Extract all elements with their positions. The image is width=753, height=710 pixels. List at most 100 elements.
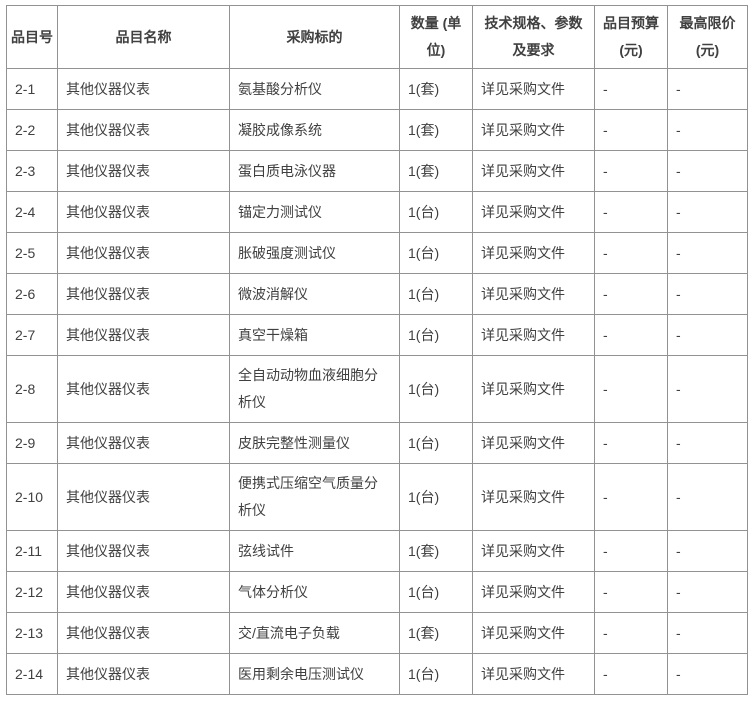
cell-item-name: 其他仪器仪表 <box>57 355 230 423</box>
cell-item-no: 2-11 <box>6 530 58 572</box>
cell-max-price: - <box>667 273 748 315</box>
cell-item-no: 2-2 <box>6 109 58 151</box>
cell-subject: 便携式压缩空气质量分 析仪 <box>229 463 400 531</box>
cell-quantity: 1(台) <box>399 273 473 315</box>
cell-max-price: - <box>667 355 748 423</box>
cell-budget: - <box>594 653 668 695</box>
cell-item-no: 2-6 <box>6 273 58 315</box>
cell-budget: - <box>594 571 668 613</box>
cell-item-no: 2-9 <box>6 422 58 464</box>
cell-item-name: 其他仪器仪表 <box>57 150 230 192</box>
cell-budget: - <box>594 109 668 151</box>
table-row: 2-10 其他仪器仪表 便携式压缩空气质量分 析仪 1(台) 详见采购文件 - … <box>6 463 748 531</box>
col-header-item-no: 品目号 <box>6 5 58 69</box>
cell-item-name: 其他仪器仪表 <box>57 422 230 464</box>
cell-max-price: - <box>667 530 748 572</box>
cell-spec: 详见采购文件 <box>472 355 595 423</box>
procurement-items-table: 品目号 品目名称 采购标的 数量 (单 位) 技术规格、参数 及要求 品目预算 … <box>6 5 748 695</box>
table-row: 2-6 其他仪器仪表 微波消解仪 1(台) 详见采购文件 - - <box>6 273 748 315</box>
cell-max-price: - <box>667 653 748 695</box>
table-row: 2-9 其他仪器仪表 皮肤完整性测量仪 1(台) 详见采购文件 - - <box>6 422 748 464</box>
cell-spec: 详见采购文件 <box>472 571 595 613</box>
table-row: 2-2 其他仪器仪表 凝胶成像系统 1(套) 详见采购文件 - - <box>6 109 748 151</box>
cell-quantity: 1(台) <box>399 653 473 695</box>
cell-budget: - <box>594 612 668 654</box>
cell-max-price: - <box>667 314 748 356</box>
cell-quantity: 1(台) <box>399 463 473 531</box>
cell-quantity: 1(套) <box>399 530 473 572</box>
cell-item-no: 2-1 <box>6 68 58 110</box>
table-row: 2-5 其他仪器仪表 胀破强度测试仪 1(台) 详见采购文件 - - <box>6 232 748 274</box>
cell-item-no: 2-14 <box>6 653 58 695</box>
cell-budget: - <box>594 422 668 464</box>
cell-item-no: 2-3 <box>6 150 58 192</box>
cell-spec: 详见采购文件 <box>472 191 595 233</box>
cell-item-no: 2-4 <box>6 191 58 233</box>
cell-max-price: - <box>667 571 748 613</box>
cell-subject: 胀破强度测试仪 <box>229 232 400 274</box>
table-row: 2-3 其他仪器仪表 蛋白质电泳仪器 1(套) 详见采购文件 - - <box>6 150 748 192</box>
cell-item-name: 其他仪器仪表 <box>57 463 230 531</box>
cell-budget: - <box>594 232 668 274</box>
cell-subject: 凝胶成像系统 <box>229 109 400 151</box>
cell-quantity: 1(台) <box>399 355 473 423</box>
cell-subject: 微波消解仪 <box>229 273 400 315</box>
table-row: 2-12 其他仪器仪表 气体分析仪 1(台) 详见采购文件 - - <box>6 571 748 613</box>
cell-quantity: 1(套) <box>399 612 473 654</box>
cell-budget: - <box>594 68 668 110</box>
cell-spec: 详见采购文件 <box>472 232 595 274</box>
cell-max-price: - <box>667 612 748 654</box>
cell-max-price: - <box>667 232 748 274</box>
cell-spec: 详见采购文件 <box>472 653 595 695</box>
cell-quantity: 1(台) <box>399 571 473 613</box>
cell-max-price: - <box>667 150 748 192</box>
cell-item-no: 2-12 <box>6 571 58 613</box>
cell-subject: 蛋白质电泳仪器 <box>229 150 400 192</box>
cell-subject: 全自动动物血液细胞分 析仪 <box>229 355 400 423</box>
col-header-quantity: 数量 (单 位) <box>399 5 473 69</box>
header-row: 品目号 品目名称 采购标的 数量 (单 位) 技术规格、参数 及要求 品目预算 … <box>6 5 748 69</box>
cell-quantity: 1(套) <box>399 150 473 192</box>
cell-item-name: 其他仪器仪表 <box>57 191 230 233</box>
col-header-item-name: 品目名称 <box>57 5 230 69</box>
cell-max-price: - <box>667 109 748 151</box>
cell-budget: - <box>594 191 668 233</box>
cell-spec: 详见采购文件 <box>472 109 595 151</box>
cell-subject: 锚定力测试仪 <box>229 191 400 233</box>
cell-max-price: - <box>667 68 748 110</box>
col-header-spec: 技术规格、参数 及要求 <box>472 5 595 69</box>
cell-item-name: 其他仪器仪表 <box>57 653 230 695</box>
cell-item-name: 其他仪器仪表 <box>57 530 230 572</box>
cell-max-price: - <box>667 422 748 464</box>
cell-subject: 皮肤完整性测量仪 <box>229 422 400 464</box>
cell-budget: - <box>594 273 668 315</box>
table-row: 2-13 其他仪器仪表 交/直流电子负载 1(套) 详见采购文件 - - <box>6 612 748 654</box>
cell-item-no: 2-10 <box>6 463 58 531</box>
cell-spec: 详见采购文件 <box>472 68 595 110</box>
table-row: 2-7 其他仪器仪表 真空干燥箱 1(台) 详见采购文件 - - <box>6 314 748 356</box>
cell-quantity: 1(套) <box>399 109 473 151</box>
cell-item-name: 其他仪器仪表 <box>57 273 230 315</box>
cell-spec: 详见采购文件 <box>472 150 595 192</box>
col-header-max-price: 最高限价 (元) <box>667 5 748 69</box>
cell-spec: 详见采购文件 <box>472 273 595 315</box>
table-row: 2-1 其他仪器仪表 氨基酸分析仪 1(套) 详见采购文件 - - <box>6 68 748 110</box>
cell-budget: - <box>594 355 668 423</box>
cell-spec: 详见采购文件 <box>472 530 595 572</box>
col-header-subject: 采购标的 <box>229 5 400 69</box>
cell-subject: 真空干燥箱 <box>229 314 400 356</box>
cell-subject: 交/直流电子负载 <box>229 612 400 654</box>
cell-item-no: 2-5 <box>6 232 58 274</box>
cell-item-name: 其他仪器仪表 <box>57 571 230 613</box>
cell-spec: 详见采购文件 <box>472 463 595 531</box>
cell-item-no: 2-8 <box>6 355 58 423</box>
cell-spec: 详见采购文件 <box>472 422 595 464</box>
cell-budget: - <box>594 530 668 572</box>
cell-quantity: 1(套) <box>399 68 473 110</box>
cell-subject: 弦线试件 <box>229 530 400 572</box>
cell-budget: - <box>594 314 668 356</box>
cell-item-name: 其他仪器仪表 <box>57 612 230 654</box>
cell-subject: 气体分析仪 <box>229 571 400 613</box>
cell-subject: 医用剩余电压测试仪 <box>229 653 400 695</box>
cell-quantity: 1(台) <box>399 191 473 233</box>
